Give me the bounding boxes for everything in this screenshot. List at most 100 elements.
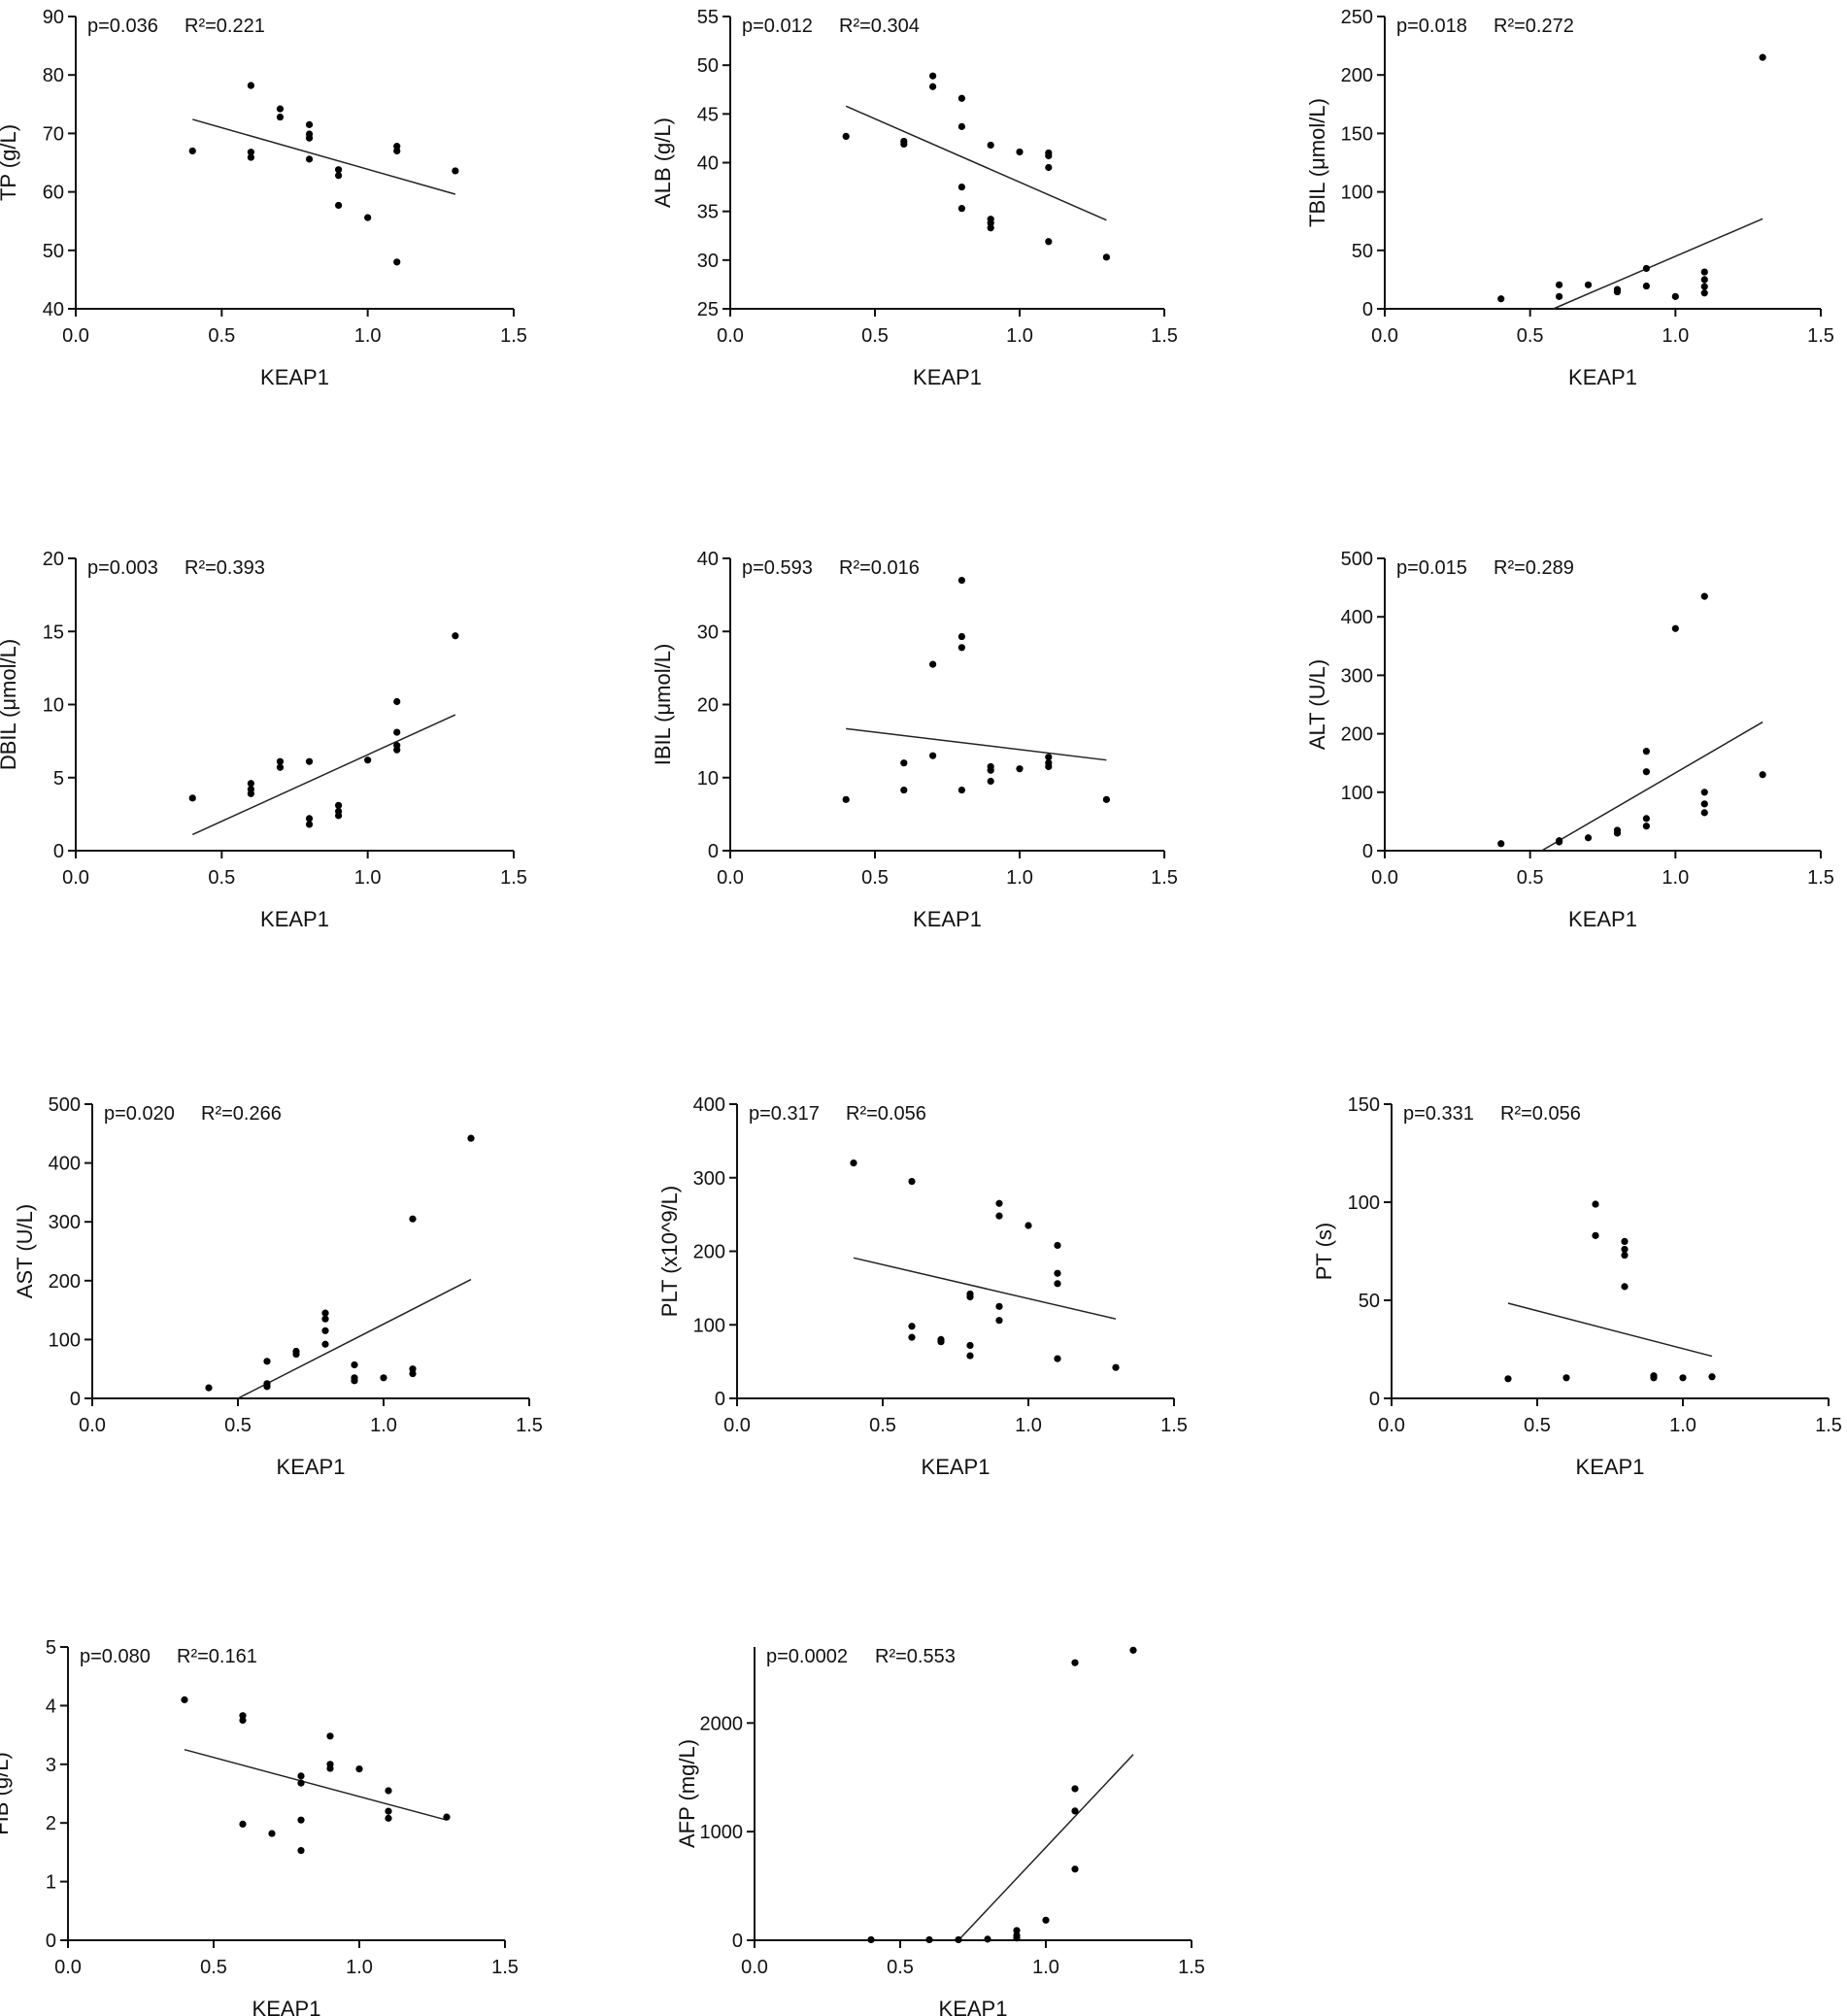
y-tick-label: 100 (693, 1315, 725, 1336)
y-tick-label: 5 (46, 1637, 56, 1659)
data-point (1071, 1659, 1079, 1666)
regression-line (191, 714, 456, 836)
data-point (305, 120, 314, 128)
x-tick-label: 1.0 (370, 1415, 397, 1436)
data-point (1671, 624, 1679, 632)
x-tick-label: 0.5 (861, 325, 889, 347)
regression-line (957, 1754, 1134, 1941)
x-tick-label: 0.0 (1371, 867, 1398, 889)
data-point (1700, 800, 1708, 808)
data-point (1054, 1280, 1061, 1288)
data-point (1013, 1934, 1021, 1942)
data-point (850, 1159, 857, 1167)
data-point (305, 134, 314, 142)
y-tick-label: 0 (732, 1931, 743, 1952)
x-tick-label: 0.0 (717, 325, 744, 347)
data-point (305, 155, 314, 163)
data-point (1102, 795, 1110, 803)
data-point (297, 1816, 305, 1824)
data-point (393, 728, 401, 736)
x-axis-title: KEAP1 (260, 365, 329, 389)
r-squared-label: R²=0.272 (1494, 16, 1574, 37)
x-tick-label: 0.0 (741, 1957, 768, 1978)
y-axis-title: TP (g/L) (0, 124, 20, 201)
scatter-panel-pt: 0 50 100 150 0.0 0.5 1.0 1.5 KEAP1 PT (s) p=0.331 R… (1312, 1094, 1842, 1479)
r-squared-label: R²=0.161 (177, 1646, 257, 1667)
data-point (239, 1820, 247, 1829)
data-point (957, 183, 966, 191)
data-point (957, 644, 966, 652)
data-point (335, 201, 343, 210)
data-point (467, 1134, 475, 1142)
data-point (1700, 809, 1708, 817)
data-point (1129, 1646, 1137, 1654)
x-tick-label: 1.0 (1662, 867, 1689, 889)
scatter-panel-tbil: 0 50 100 150 200 250 0.0 0.5 1.0 1.5 KEAP1 TBIL (μm… (1305, 7, 1834, 389)
data-point (409, 1215, 417, 1223)
data-point (1621, 1237, 1629, 1245)
y-tick-label: 300 (693, 1168, 725, 1190)
y-tick-label: 0 (1369, 1389, 1380, 1410)
x-tick-label: 1.0 (354, 325, 382, 347)
x-tick-label: 1.5 (491, 1957, 519, 1978)
scatter-panel-dbil: 0 5 10 15 20 0.0 0.5 1.0 1.5 KEAP1 DBIL (μmol/L) p=… (0, 549, 527, 931)
data-point (1642, 823, 1650, 830)
p-value-label: p=0.012 (742, 16, 813, 37)
data-point (1054, 1269, 1061, 1277)
regression-line (1553, 218, 1763, 310)
data-point (351, 1377, 358, 1385)
x-tick-label: 0.5 (1517, 325, 1544, 347)
y-tick-label: 60 (43, 183, 64, 204)
data-point (1562, 1374, 1570, 1382)
y-tick-label: 500 (1341, 549, 1373, 570)
y-tick-label: 200 (693, 1242, 725, 1263)
data-point (1102, 253, 1110, 261)
data-point (1071, 1865, 1079, 1873)
p-value-label: p=0.0002 (766, 1646, 848, 1667)
data-point (995, 1302, 1003, 1310)
r-squared-label: R²=0.393 (185, 557, 265, 579)
data-point (1497, 295, 1505, 303)
x-tick-label: 0.0 (717, 867, 744, 889)
y-tick-label: 40 (697, 549, 719, 570)
data-point (292, 1350, 300, 1359)
data-point (1071, 1807, 1079, 1815)
y-tick-label: 50 (1359, 1291, 1380, 1312)
data-point (1054, 1355, 1061, 1362)
data-point (385, 1807, 392, 1815)
data-point (957, 122, 966, 130)
data-point (1621, 1251, 1629, 1260)
data-point (276, 763, 285, 771)
y-tick-label: 150 (1348, 1094, 1380, 1116)
r-squared-label: R²=0.553 (875, 1646, 956, 1667)
data-point (247, 780, 254, 788)
data-point (1700, 276, 1708, 284)
y-tick-label: 250 (1341, 7, 1373, 28)
data-point (1024, 1222, 1032, 1229)
x-axis-title: KEAP1 (1568, 365, 1637, 389)
data-point (335, 812, 343, 820)
x-axis-title: KEAP1 (922, 1455, 991, 1479)
data-point (1700, 268, 1708, 276)
p-value-label: p=0.015 (1396, 557, 1467, 579)
x-tick-label: 0.5 (887, 1957, 914, 1978)
x-tick-label: 0.0 (1378, 1415, 1405, 1436)
data-point (1642, 815, 1650, 823)
data-point (1013, 1927, 1021, 1934)
data-point (335, 172, 343, 180)
x-tick-label: 1.5 (516, 1415, 543, 1436)
data-point (1700, 592, 1708, 600)
x-tick-label: 1.0 (1006, 867, 1033, 889)
x-tick-label: 0.0 (79, 1415, 106, 1436)
scatter-panel-tp: 40 50 60 70 80 90 0.0 0.5 1.0 1.5 KEAP1 TP (g/L) p=0… (0, 7, 527, 389)
data-point (364, 214, 372, 221)
data-point (321, 1327, 329, 1334)
data-point (263, 1383, 271, 1391)
data-point (276, 113, 285, 121)
data-point (900, 759, 908, 767)
data-point (966, 1293, 974, 1301)
data-point (995, 1212, 1003, 1220)
r-squared-label: R²=0.016 (839, 557, 920, 579)
data-point (995, 1199, 1003, 1207)
scatter-panel-ast: 0 100 200 300 400 500 0.0 0.5 1.0 1.5 KEAP1 AST (U/… (13, 1094, 543, 1479)
